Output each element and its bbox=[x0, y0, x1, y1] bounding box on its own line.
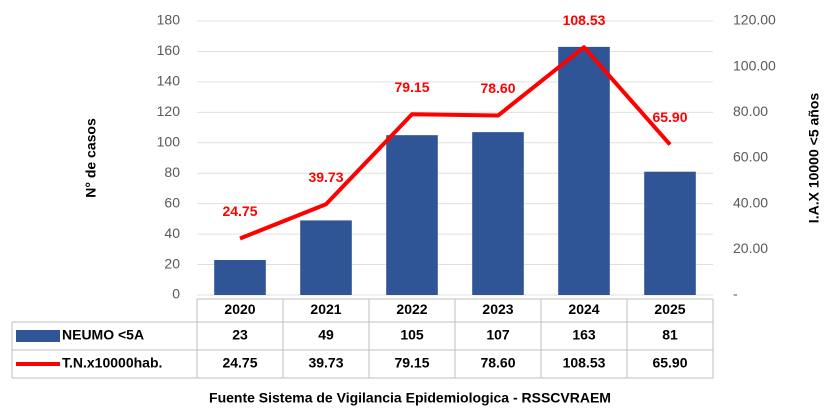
data-label: 39.73 bbox=[308, 169, 343, 185]
table-cell: 78.60 bbox=[480, 355, 515, 371]
y2-tick-label: 40.00 bbox=[733, 194, 768, 210]
y2-tick-label: 100.00 bbox=[733, 57, 776, 73]
bar bbox=[644, 171, 696, 295]
legend-label: T.N.x10000hab. bbox=[62, 355, 162, 371]
bar bbox=[300, 220, 352, 295]
y-tick-label: 80 bbox=[164, 164, 180, 180]
x-tick-label: 2021 bbox=[310, 301, 341, 317]
bar bbox=[558, 46, 610, 295]
bar bbox=[472, 132, 524, 295]
table-cell: 163 bbox=[572, 327, 596, 343]
bar bbox=[386, 135, 438, 295]
legend-swatch bbox=[16, 330, 60, 342]
data-label: 24.75 bbox=[222, 203, 257, 219]
table-cell: 49 bbox=[318, 327, 334, 343]
table-cell: 105 bbox=[400, 327, 424, 343]
table-cell: 79.15 bbox=[394, 355, 429, 371]
table-cell: 24.75 bbox=[222, 355, 257, 371]
table-cell: 23 bbox=[232, 327, 248, 343]
y-tick-label: 60 bbox=[164, 194, 180, 210]
x-tick-label: 2024 bbox=[568, 301, 599, 317]
table-cell: 107 bbox=[486, 327, 510, 343]
y-tick-label: 160 bbox=[157, 42, 181, 58]
data-label: 79.15 bbox=[394, 79, 429, 95]
y-tick-label: 20 bbox=[164, 255, 180, 271]
y-tick-label: 0 bbox=[172, 286, 180, 302]
x-tick-label: 2023 bbox=[482, 301, 513, 317]
y-tick-label: 100 bbox=[157, 133, 181, 149]
y2-tick-label: 60.00 bbox=[733, 149, 768, 165]
y2-tick-label: - bbox=[733, 286, 738, 302]
data-label: 108.53 bbox=[563, 12, 606, 28]
x-tick-label: 2025 bbox=[654, 301, 685, 317]
x-tick-label: 2022 bbox=[396, 301, 427, 317]
y-tick-label: 140 bbox=[157, 73, 181, 89]
data-label: 78.60 bbox=[480, 80, 515, 96]
y-tick-label: 120 bbox=[157, 103, 181, 119]
table-cell: 108.53 bbox=[563, 355, 606, 371]
y2-axis-title: I.A.X 10000 <5 años bbox=[806, 93, 822, 224]
legend-label: NEUMO <5A bbox=[62, 327, 144, 343]
y-tick-label: 180 bbox=[157, 12, 181, 28]
y-axis-title: N° de casos bbox=[83, 118, 99, 198]
y2-tick-label: 120.00 bbox=[733, 12, 776, 28]
y2-tick-label: 80.00 bbox=[733, 103, 768, 119]
x-tick-label: 2020 bbox=[224, 301, 255, 317]
bar bbox=[214, 259, 266, 295]
source: Fuente Sistema de Vigilancia Epidemiolog… bbox=[209, 390, 611, 406]
table-cell: 65.90 bbox=[652, 355, 687, 371]
table-cell: 81 bbox=[662, 327, 678, 343]
table-cell: 39.73 bbox=[308, 355, 343, 371]
y2-tick-label: 20.00 bbox=[733, 240, 768, 256]
y-tick-label: 40 bbox=[164, 225, 180, 241]
line bbox=[239, 45, 672, 241]
data-label: 65.90 bbox=[652, 109, 687, 125]
